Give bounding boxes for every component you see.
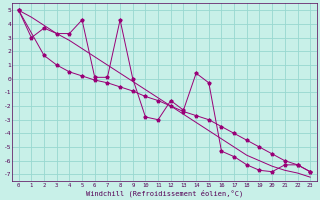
X-axis label: Windchill (Refroidissement éolien,°C): Windchill (Refroidissement éolien,°C)	[86, 189, 243, 197]
